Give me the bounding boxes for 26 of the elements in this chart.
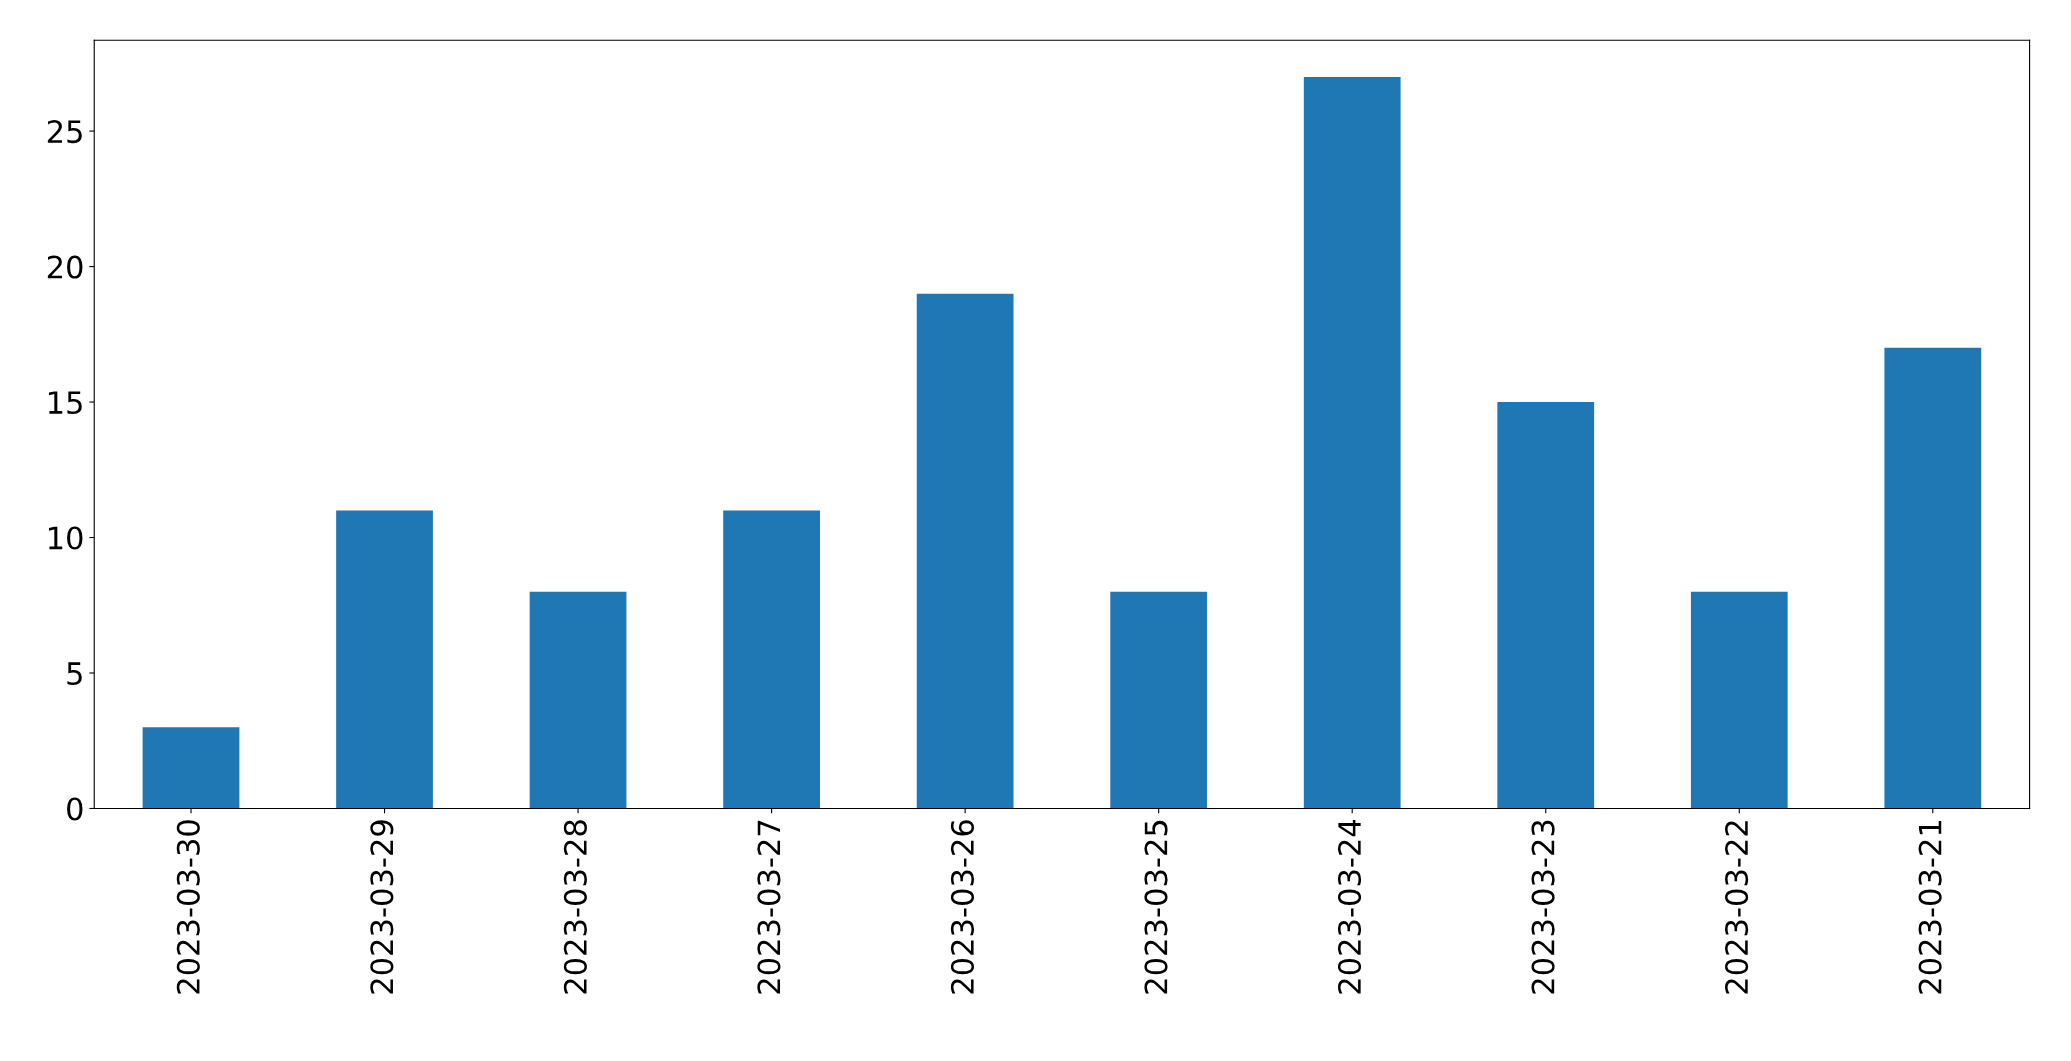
bar	[1110, 591, 1208, 809]
y-tick-label: 20	[47, 255, 83, 279]
x-tick-label: 2023-03-30	[176, 820, 200, 994]
bar	[142, 727, 240, 809]
y-tick-label: 0	[67, 797, 83, 821]
x-tick-label: 2023-03-24	[1337, 819, 1362, 994]
x-tick-label: 2023-03-21	[1918, 821, 1942, 994]
y-tick-label: 15	[48, 391, 82, 415]
x-tick-label: 2023-03-22	[1725, 821, 1749, 994]
bar	[1303, 76, 1401, 809]
bar	[529, 591, 627, 809]
bar	[1884, 347, 1982, 809]
x-tick-label: 2023-03-25	[1144, 820, 1168, 994]
x-tick-label: 2023-03-26	[950, 820, 974, 994]
bar	[336, 510, 433, 809]
bar	[1690, 591, 1788, 809]
x-tick-label: 2023-03-29	[370, 820, 394, 994]
y-tick-label: 25	[47, 120, 82, 144]
x-tick-label: 2023-03-27	[757, 820, 781, 994]
y-tick-label: 5	[67, 662, 82, 686]
y-tick-label: 10	[48, 526, 83, 550]
bar	[1497, 402, 1595, 809]
x-tick-label: 2023-03-28	[563, 820, 587, 994]
bar	[723, 510, 820, 809]
bar	[916, 293, 1014, 809]
x-tick-label: 2023-03-23	[1531, 820, 1555, 994]
